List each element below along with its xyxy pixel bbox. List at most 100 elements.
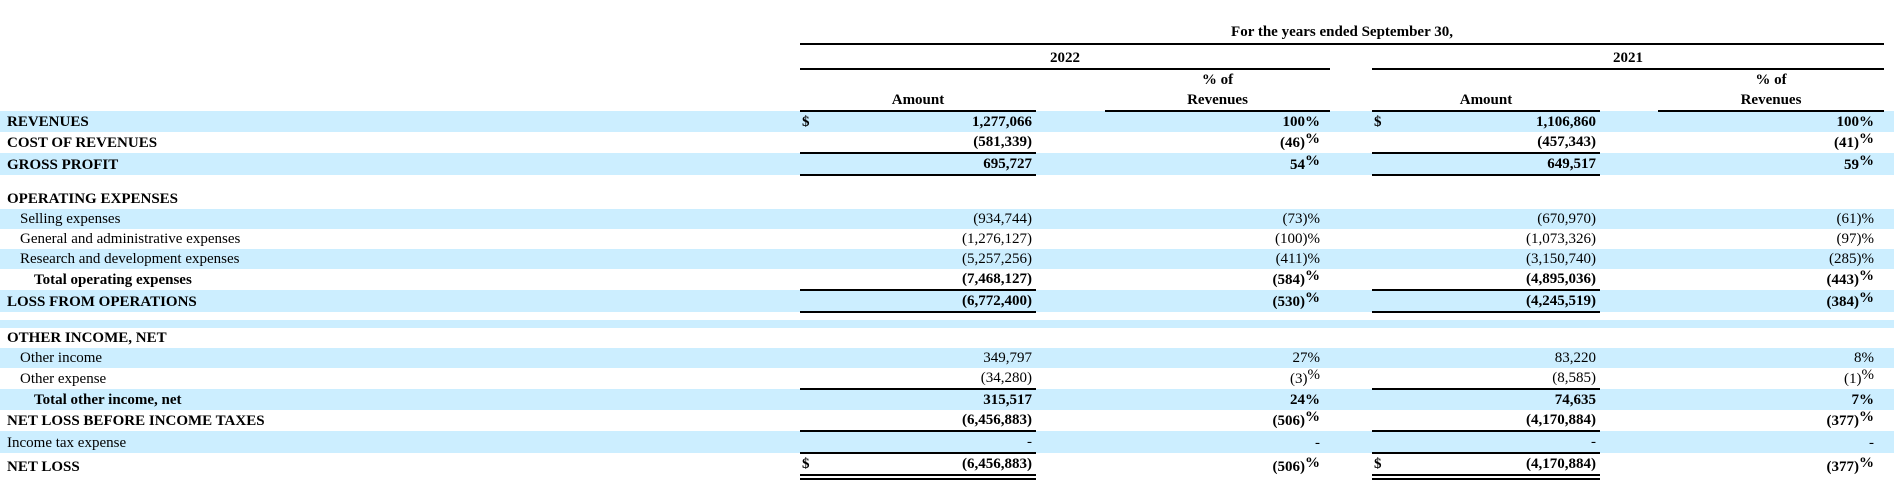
dollar-sign-2022 [800,132,826,154]
column-gap [1036,431,1105,453]
header-spacer [0,90,800,111]
pct-of-revenues-2021: - [1658,431,1885,453]
column-gap [1330,328,1372,348]
column-gap [1600,290,1658,312]
dollar-sign-2022 [800,249,826,269]
percent-sign: % [1861,211,1875,227]
table-row: LOSS FROM OPERATIONS (6,772,400) (530)% (4,… [0,290,1894,313]
amount-2022: (934,744) [826,209,1036,229]
column-gap [1330,111,1372,132]
column-gap [1330,189,1372,209]
table-row: Other expense (34,280) (3)% (8,585) (1)% [0,367,1894,390]
column-gap [1600,269,1658,290]
pct-of-revenues-2021: 8% [1658,348,1885,368]
header-spacer [0,0,800,44]
table-row: Total operating expenses (7,468,127) (584)… [0,268,1894,291]
dollar-sign-2022 [800,209,826,229]
column-gap [1036,453,1105,477]
table-row: Total other income, net 315,517 24% 74,635 7… [0,389,1894,410]
amount-2021: (4,170,884) [1398,453,1600,480]
dollar-sign-2021 [1372,410,1398,432]
amount-2021: (4,170,884) [1398,410,1600,432]
column-gap [1036,229,1105,249]
dollar-sign-2021 [1372,348,1398,368]
column-gap [1600,410,1658,431]
percent-sign: % [1859,153,1875,169]
table-row: Research and development expenses (5,257,… [0,249,1894,269]
column-gap [1330,132,1372,153]
column-gap [1036,153,1105,175]
column-gap [1600,111,1658,132]
pct-of-revenues-2022 [1105,328,1330,348]
dollar-sign-2022 [800,229,826,249]
amount-2021 [1398,328,1600,348]
pct-of-revenues-2022 [1105,189,1330,209]
amount-2022: (7,468,127) [826,269,1036,291]
percent-sign: % [1859,114,1875,130]
dollar-sign-2021 [1372,368,1398,390]
amount-2022: (6,456,883) [826,410,1036,432]
amount-2022: (5,257,256) [826,249,1036,269]
column-gap [1600,189,1658,209]
column-header-row: Amount Revenues Amount Revenues [0,90,1894,112]
column-gap [1884,209,1894,229]
column-gap [1036,410,1105,431]
amount-2022: 695,727 [826,153,1036,176]
row-label: OPERATING EXPENSES [7,191,179,207]
amount-2021: (4,895,036) [1398,269,1600,291]
column-gap [1600,209,1658,229]
percent-sign: % [1305,153,1320,169]
amount-2022: (581,339) [826,132,1036,154]
row-label: Other expense [20,371,107,387]
column-gap [1600,368,1658,389]
amount-2022: (1,276,127) [962,231,1032,247]
column-gap [1884,389,1894,410]
dollar-sign-2021 [1372,132,1398,154]
header-spacer [1330,90,1372,111]
header-spacer [1884,69,1894,90]
column-gap [1884,368,1894,389]
table-row: OTHER INCOME, NET [0,328,1894,348]
pct-of-revenues-2021: 100% [1658,111,1885,132]
table-body: REVENUES $1,277,066 100% $1,106,860 100% COST… [0,111,1894,480]
pct-of-revenues-2021: (1)% [1844,367,1875,387]
spacer-row [0,175,1894,189]
percent-sign: % [1861,251,1875,267]
row-label: NET LOSS [7,459,80,475]
pct-of-revenues-2021: 59% [1658,153,1885,175]
pct-of-revenues-2022: (584)% [1272,268,1321,288]
column-gap [1330,153,1372,175]
pct-of-revenues-2022: (506)% [1272,455,1321,475]
column-gap [1330,453,1372,477]
amount-2021: (670,970) [1398,209,1600,229]
column-gap [1036,209,1105,229]
pct-of-revenues-2021: 7% [1658,389,1885,410]
pct-of-revenues-2022: 27% [1105,348,1330,368]
header-spacer [1036,69,1105,90]
row-label: GROSS PROFIT [0,153,800,175]
year-row: 2022 2021 [0,44,1894,70]
percent-sign: % [1859,392,1875,408]
header-spacer [0,44,800,69]
table-row: GROSS PROFIT 695,727 54% 649,517 59% [0,153,1894,176]
amount-2021: (4,245,519) [1398,290,1600,313]
column-gap [1600,453,1658,477]
header-spacer [1372,69,1600,90]
table-row: NET LOSS $ (6,456,883) (506)% $ (4,170,884) (3… [0,453,1894,480]
dollar-sign-2021 [1372,209,1398,229]
pct-of-revenues-2021: (41)% [1834,131,1875,151]
row-label: Other income [0,348,800,368]
amount-2021 [1398,189,1600,209]
header-spacer [1600,69,1658,90]
amount-2021: (1,073,326) [1526,231,1596,247]
amount-header-2022: Amount [800,90,1036,112]
amount-2022: 315,517 [826,389,1036,410]
percent-sign: % [1859,131,1875,147]
dollar-sign-2022 [800,328,826,348]
amount-2021: 74,635 [1398,389,1600,410]
table-row: General and administrative expenses (1,27… [0,229,1894,249]
column-gap [1884,249,1894,269]
amount-2021: (3,150,740) [1398,249,1600,269]
percent-sign: % [1307,350,1321,366]
column-gap [1884,269,1894,290]
